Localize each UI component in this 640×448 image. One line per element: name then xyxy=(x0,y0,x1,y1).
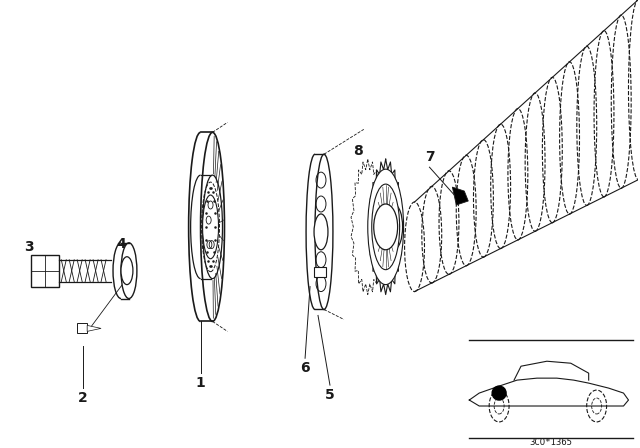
Ellipse shape xyxy=(203,175,223,279)
Text: 7: 7 xyxy=(425,150,435,164)
Ellipse shape xyxy=(200,132,225,321)
Ellipse shape xyxy=(121,243,137,298)
Ellipse shape xyxy=(203,195,218,259)
Ellipse shape xyxy=(372,184,399,270)
Text: 3: 3 xyxy=(24,240,34,254)
Text: 2: 2 xyxy=(78,391,88,405)
Ellipse shape xyxy=(368,169,404,284)
Text: 1: 1 xyxy=(196,376,205,390)
Ellipse shape xyxy=(314,214,328,250)
Text: 5: 5 xyxy=(325,388,335,402)
Text: 8: 8 xyxy=(353,144,363,158)
Text: 6: 6 xyxy=(300,361,310,375)
Ellipse shape xyxy=(390,213,399,241)
Polygon shape xyxy=(77,323,87,333)
Ellipse shape xyxy=(121,257,133,284)
Polygon shape xyxy=(452,187,468,205)
Text: 4: 4 xyxy=(116,237,126,251)
Polygon shape xyxy=(31,255,60,287)
Circle shape xyxy=(492,386,506,400)
Polygon shape xyxy=(314,267,326,277)
Polygon shape xyxy=(87,325,101,332)
Ellipse shape xyxy=(315,154,333,310)
Ellipse shape xyxy=(387,205,403,249)
Ellipse shape xyxy=(374,204,397,250)
Text: 3CO*1365: 3CO*1365 xyxy=(529,438,572,447)
